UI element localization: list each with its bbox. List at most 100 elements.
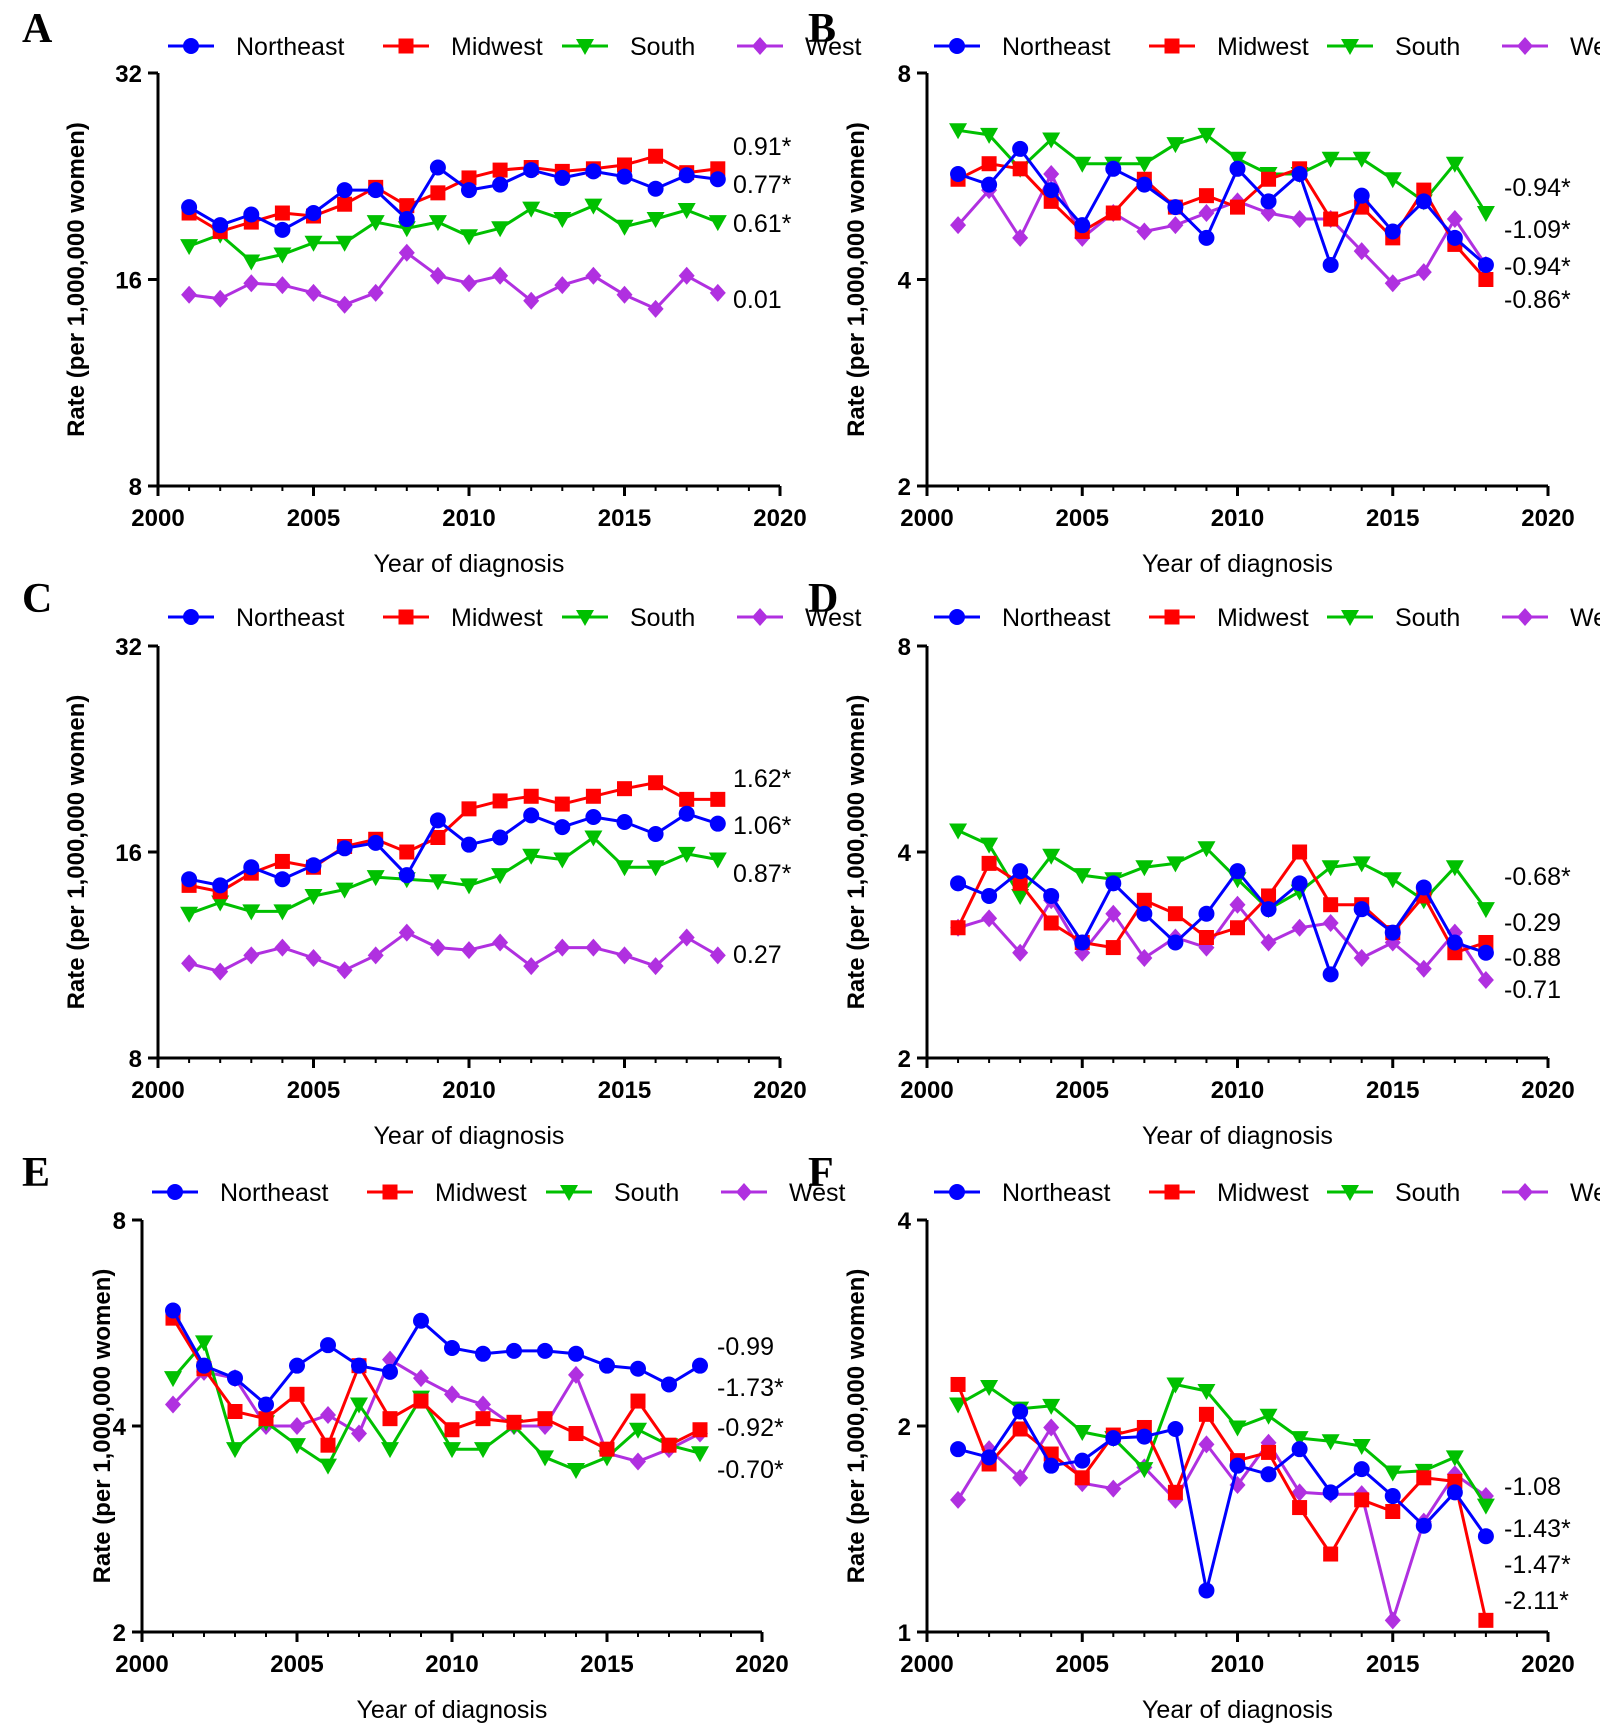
- data-point-south-2017: [677, 203, 696, 220]
- data-point-west-2003: [243, 946, 260, 965]
- y-axis-label: Rate (per 1,000,000 women): [63, 695, 90, 1010]
- data-point-west-2014: [585, 266, 602, 285]
- data-point-south-2002: [195, 1335, 213, 1352]
- data-point-northeast-2017: [678, 805, 695, 822]
- data-point-midwest-2006: [320, 1437, 336, 1453]
- legend-label: West: [1570, 604, 1600, 632]
- data-point-midwest-2002: [981, 855, 997, 871]
- series-northeast: [181, 159, 726, 238]
- data-point-south-2001: [949, 1397, 968, 1414]
- legend-item-south: South: [546, 1179, 679, 1207]
- y-tick-label: 1: [898, 1620, 911, 1647]
- data-point-northeast-2015: [1384, 1488, 1401, 1505]
- data-point-west-2007: [367, 283, 384, 302]
- series-line-midwest: [956, 850, 1487, 955]
- data-point-south-2014: [567, 1462, 585, 1479]
- x-tick-label: 2010: [1211, 1651, 1264, 1678]
- data-point-west-2001: [950, 216, 967, 235]
- x-tick-label: 2020: [1521, 1651, 1574, 1678]
- data-point-south-2005: [288, 1438, 306, 1455]
- data-point-northeast-2008: [398, 867, 415, 884]
- data-point-west-2015: [1384, 1611, 1401, 1630]
- data-point-northeast-2012: [523, 807, 540, 824]
- data-point-west-2009: [413, 1369, 429, 1388]
- y-tick-label: 8: [898, 634, 911, 661]
- data-point-south-2008: [1166, 137, 1185, 154]
- y-tick-label: 8: [898, 61, 911, 88]
- data-point-west-2004: [274, 938, 291, 957]
- chart-panel-c: C 8 16 32 2000 2005 2010 2015 2020 Year of diagno…: [22, 576, 862, 1150]
- data-point-west-2004: [274, 276, 291, 295]
- trend-annotation: -0.88: [1504, 944, 1561, 972]
- data-point-south-2009: [1197, 127, 1216, 144]
- legend-item-northeast: Northeast: [152, 1179, 328, 1207]
- data-point-west-2007: [351, 1424, 367, 1443]
- legend-marker-midwest: [1164, 609, 1180, 625]
- data-point-south-2014: [584, 830, 603, 847]
- data-point-midwest-2004: [1043, 193, 1059, 209]
- trend-annotation: -0.94*: [1504, 253, 1571, 281]
- data-point-midwest-2004: [258, 1411, 274, 1427]
- data-point-south-2011: [1259, 1408, 1278, 1425]
- data-point-midwest-2013: [1323, 897, 1339, 913]
- data-point-midwest-2011: [475, 1411, 491, 1427]
- legend-marker-west: [736, 1183, 752, 1201]
- data-point-northeast-2017: [661, 1376, 677, 1393]
- data-point-west-2006: [1105, 1479, 1122, 1498]
- data-point-south-2010: [460, 229, 478, 246]
- data-point-west-2006: [1105, 904, 1122, 923]
- data-point-northeast-2003: [1012, 140, 1029, 157]
- data-point-northeast-2007: [1136, 905, 1153, 922]
- data-point-west-2009: [429, 938, 446, 957]
- x-tick-label: 2020: [753, 1077, 806, 1104]
- trend-annotation: -1.47*: [1504, 1551, 1571, 1579]
- data-point-northeast-2002: [981, 887, 998, 904]
- data-point-midwest-2009: [1198, 1406, 1214, 1422]
- x-axis-label: Year of diagnosis: [374, 1122, 565, 1150]
- data-point-south-2002: [211, 895, 230, 912]
- y-tick-label: 4: [113, 1414, 127, 1441]
- legend-label: West: [805, 33, 862, 61]
- series-line-midwest: [188, 154, 718, 233]
- y-axis-label: Rate (per 1,000,000 women): [843, 1269, 870, 1584]
- data-point-northeast-2010: [444, 1340, 460, 1357]
- data-point-west-2017: [678, 928, 695, 947]
- data-point-northeast-2005: [305, 205, 322, 222]
- data-point-west-2007: [1136, 222, 1153, 241]
- data-point-west-2004: [1043, 164, 1060, 183]
- data-point-northeast-2001: [181, 199, 198, 216]
- x-tick-label: 2005: [287, 505, 340, 532]
- data-point-south-2013: [553, 852, 572, 869]
- data-point-south-2007: [1135, 1462, 1154, 1479]
- data-point-midwest-2011: [1261, 1444, 1277, 1460]
- data-point-south-2005: [1073, 156, 1092, 173]
- legend-marker-west: [752, 608, 768, 626]
- data-point-northeast-2006: [336, 182, 353, 199]
- panel-letter: F: [808, 1150, 834, 1196]
- chart-panel-f: F 1 2 4 2000 2005 2010 2015 2020 Year of diagnosi…: [808, 1150, 1600, 1724]
- data-point-northeast-2008: [398, 211, 415, 228]
- series-line-northeast: [171, 1309, 701, 1406]
- data-point-northeast-2002: [981, 176, 998, 193]
- trend-annotation: -0.68*: [1504, 863, 1571, 891]
- data-point-midwest-2018: [710, 791, 726, 807]
- trend-annotation: -0.70*: [717, 1456, 784, 1484]
- data-point-west-2012: [523, 291, 540, 310]
- legend-label: Northeast: [1002, 33, 1110, 61]
- data-point-northeast-2002: [212, 217, 229, 234]
- data-point-south-2004: [1042, 132, 1061, 149]
- y-tick-label: 4: [898, 268, 912, 295]
- legend-marker-south: [560, 1185, 578, 1201]
- data-point-northeast-2016: [1415, 1517, 1432, 1534]
- data-point-south-2015: [615, 860, 634, 877]
- data-point-midwest-2010: [1230, 199, 1245, 215]
- data-point-northeast-2003: [227, 1370, 243, 1387]
- trend-annotation: -2.11*: [1504, 1587, 1569, 1615]
- data-point-northeast-2013: [1322, 256, 1339, 273]
- series-west: [181, 923, 726, 981]
- data-point-west-2003: [1012, 943, 1029, 962]
- data-point-midwest-2009: [413, 1393, 429, 1409]
- data-point-south-2012: [1290, 1431, 1309, 1448]
- series-south: [180, 830, 727, 923]
- data-point-south-2008: [381, 1442, 399, 1459]
